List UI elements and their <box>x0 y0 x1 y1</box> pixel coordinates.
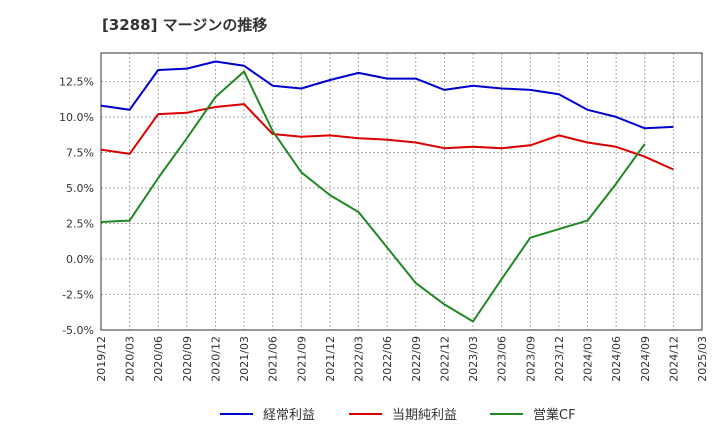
x-tick-label: 2020/06 <box>152 336 165 382</box>
x-tick-label: 2022/09 <box>410 336 423 382</box>
x-tick-label: 2020/12 <box>209 336 222 382</box>
x-tick-label: 2024/03 <box>582 336 595 382</box>
plot-area <box>101 53 702 330</box>
x-tick-label: 2021/06 <box>267 336 280 382</box>
series-line-1 <box>100 60 674 130</box>
y-tick-label: 2.5% <box>66 217 94 230</box>
x-tick-label: 2019/12 <box>95 336 108 382</box>
y-tick-label: 0.0% <box>66 253 94 266</box>
x-tick-label: 2023/03 <box>467 336 480 382</box>
y-tick-label: 10.0% <box>59 111 94 124</box>
y-tick-label: -5.0% <box>62 324 94 337</box>
x-tick-label: 2020/09 <box>181 336 194 382</box>
x-tick-label: 2021/12 <box>324 336 337 382</box>
plot-frame <box>100 52 703 331</box>
x-tick-label: 2023/12 <box>553 336 566 382</box>
y-tick-label: 5.0% <box>66 182 94 195</box>
x-tick-label: 2024/12 <box>667 336 680 382</box>
x-tick-label: 2021/03 <box>238 336 251 382</box>
x-tick-label: 2022/12 <box>438 336 451 382</box>
x-tick-label: 2025/03 <box>696 336 709 382</box>
legend-label-1: 経常利益 <box>263 408 315 423</box>
x-tick-label: 2023/09 <box>524 336 537 382</box>
x-tick-label: 2023/06 <box>496 336 509 382</box>
chart-title: [3288] マージンの推移 <box>102 16 268 34</box>
y-tick-label: 7.5% <box>66 146 94 159</box>
x-tick-label: 2020/03 <box>124 336 137 382</box>
series-line-2 <box>100 103 674 171</box>
y-tick-label: 12.5% <box>59 75 94 88</box>
x-tick-label: 2022/03 <box>353 336 366 382</box>
x-tick-label: 2021/09 <box>295 336 308 382</box>
x-tick-label: 2022/06 <box>381 336 394 382</box>
series-line-3 <box>100 70 646 323</box>
legend-label-2: 当期純利益 <box>392 408 457 423</box>
y-tick-label: -2.5% <box>62 288 94 301</box>
x-tick-label: 2024/09 <box>639 336 652 382</box>
legend-label-3: 営業CF <box>533 407 576 423</box>
x-tick-label: 2024/06 <box>610 336 623 382</box>
